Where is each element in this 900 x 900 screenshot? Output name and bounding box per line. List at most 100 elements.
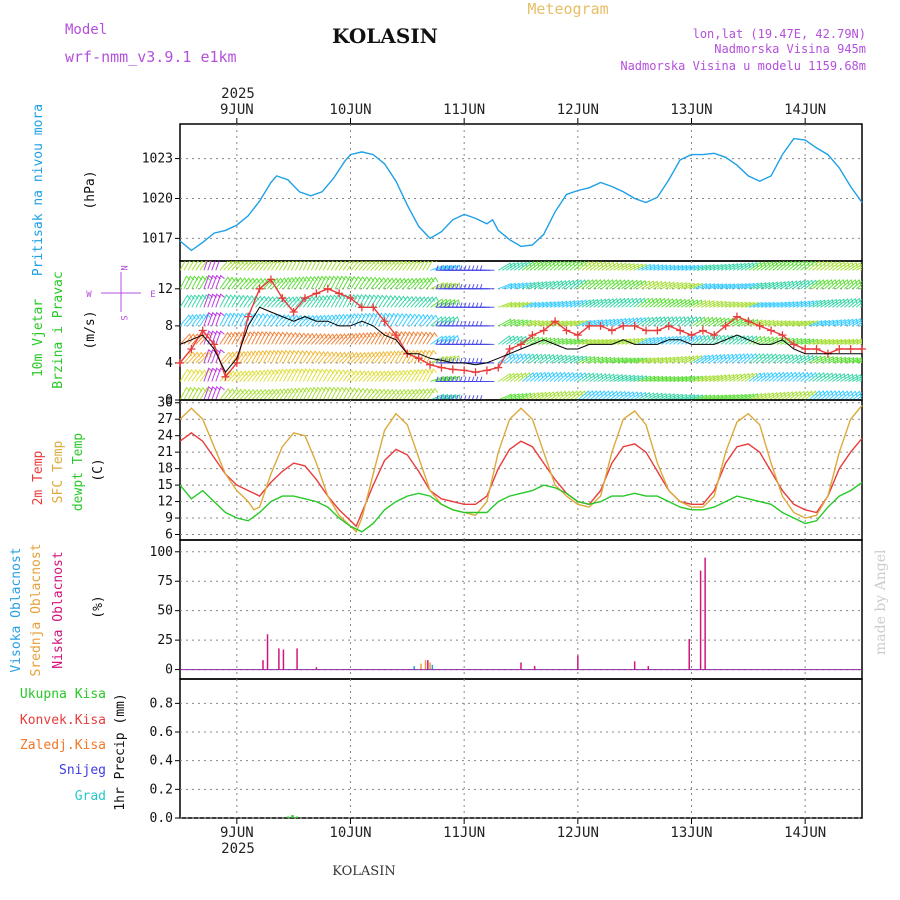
wind-barb [764,353,778,364]
pressure-axis-title: Pritisak na nivou mora [31,104,46,276]
wind-barb [645,316,659,327]
wind-barb [215,274,225,289]
wind-barb [451,395,467,400]
wind-unit-label: (m/s) [83,310,98,349]
wind-barb [426,331,438,345]
wind-barb [545,390,560,400]
wind-barb [541,353,556,364]
wind-barb [708,316,723,327]
wind-barb [310,368,322,382]
wind-barb [479,358,495,364]
wind-barb [625,297,639,308]
wind-barb [752,261,767,271]
wind-barb [605,279,619,290]
wind-barb [442,298,456,308]
wind-barb [569,299,584,308]
wind-barb [322,368,335,382]
wind-barb [446,264,461,271]
wind-barb [446,334,460,345]
wind-barb [434,335,448,345]
wind-barb [513,261,528,271]
watermark: made by Angel [873,549,889,655]
wind-barb [736,262,751,271]
wind-barb [430,375,445,382]
clouds-ytick-label: 50 [157,604,173,619]
model-name: wrf-nmm_v3.9.1 e1km [65,48,237,66]
wind-barb [625,317,639,327]
wind-series-marker [505,345,514,354]
wind-barb [680,316,695,327]
wind-barb [688,354,703,364]
wind-barb [593,298,608,308]
wind-barb [597,278,611,290]
wind-barb [720,373,735,382]
compass-n: N [118,265,128,270]
wind-series-marker [278,294,287,303]
wind-barb [537,353,552,364]
wind-barb [203,367,213,382]
wind-barb [545,280,560,290]
wind-series-marker [619,321,628,330]
wind-barb [438,298,452,308]
wind-barb [338,275,350,290]
x-tick-label-top: 9JUN [220,102,254,118]
wind-barb [804,390,818,400]
wind-barb [513,353,528,364]
wind-barb [808,372,822,382]
wind-barb [471,395,487,400]
x-tick-label-bottom: 13JUN [670,825,712,841]
wind-barb [692,316,707,327]
wind-barb [692,299,707,308]
wind-barb [780,280,795,290]
wind-series-marker [482,366,491,375]
wind-barb [314,368,326,382]
wind-barb [223,294,235,308]
wind-barb [836,278,850,290]
wind-barb [828,278,842,290]
wind-barb [625,263,640,271]
wind-barb [716,353,731,364]
wind-barb [442,334,456,345]
wind-barb [577,372,592,382]
wind-barb [824,261,838,271]
wind-barb [581,356,596,364]
wind-barb [641,297,655,308]
wind-barb [573,261,587,271]
clouds-ytick-label: 0 [165,663,173,678]
x-tick-label-top: 14JUN [784,102,826,118]
wind-barb [700,300,715,308]
wind-barb [442,282,457,290]
wind-series-marker [323,284,332,293]
compass-w: W [86,290,92,300]
wind-barb [629,279,643,290]
wind-barb [856,321,862,327]
wind-barb [446,355,461,364]
wind-series-marker [335,289,344,298]
wind-series-marker [460,366,469,375]
wind-series-marker [244,312,253,321]
wind-barb [533,353,548,364]
wind-barb [187,261,199,271]
wind-barb [609,318,624,327]
wind-barb [784,280,799,290]
wind-series-marker [732,312,741,321]
wind-barb [426,387,439,400]
wind-barb [597,390,611,400]
wind-barb [848,390,862,400]
wind-ytick-label: 0 [165,393,173,408]
wind-barb [828,372,842,382]
wind-series-marker [198,326,207,335]
wind-barb [601,278,615,290]
wind-barb [565,261,579,271]
wind-barb [613,279,627,290]
wind-barb [677,335,691,345]
wind-barb [828,261,842,271]
wind-barb [684,355,699,364]
wind-barb [649,316,663,327]
wind-barb [856,266,862,271]
wind-barb [529,281,544,290]
wind-barb [708,334,723,345]
wind-series-marker [812,345,821,354]
wind-barb [669,335,683,345]
